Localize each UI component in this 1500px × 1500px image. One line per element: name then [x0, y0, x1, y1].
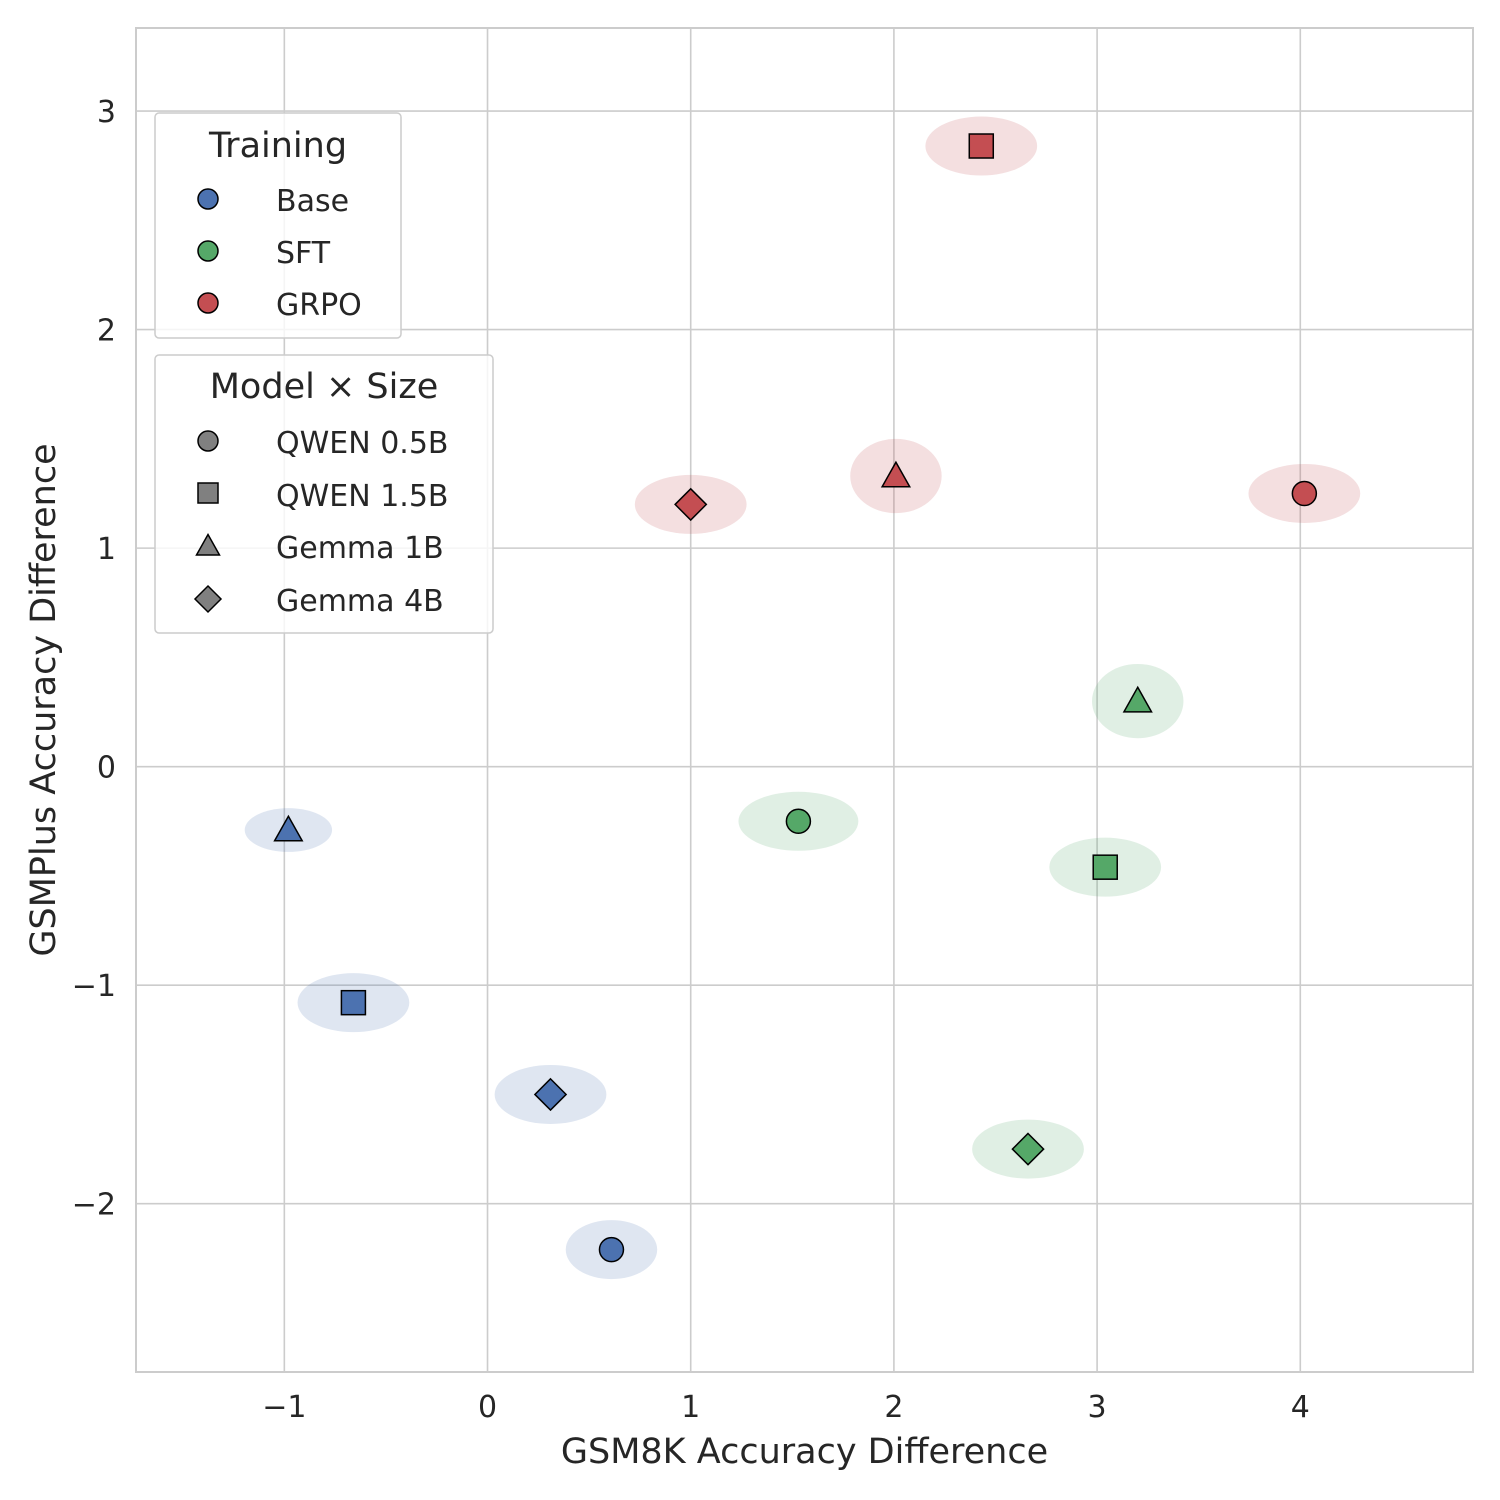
y-tick-label: 0: [97, 751, 116, 786]
point-base-gemma-4b: [533, 1077, 568, 1112]
legend-model-size: Model × Size QWEN 0.5B QWEN 1.5B Gemma 1…: [154, 354, 494, 634]
legend-label-gemma-4b: Gemma 4B: [276, 584, 444, 619]
y-axis-title: GSMPlus Accuracy Difference: [24, 443, 64, 956]
legend-model-size-title: Model × Size: [210, 367, 439, 407]
legend-marker-qwen-0-5b: [197, 430, 219, 452]
x-tick-label: −1: [262, 1390, 306, 1425]
point-base-qwen-0-5b: [598, 1236, 625, 1263]
point-grpo-gemma-1b: [880, 460, 912, 488]
x-tick-label: 3: [1088, 1390, 1107, 1425]
legend-marker-sft: [197, 240, 219, 262]
legend-label-qwen-0-5b: QWEN 0.5B: [276, 426, 449, 461]
point-grpo-qwen-0-5b: [1291, 480, 1318, 507]
point-grpo-qwen-1-5b: [968, 133, 995, 159]
legend-training-title: Training: [208, 126, 347, 166]
legend-label-qwen-1-5b: QWEN 1.5B: [276, 479, 449, 514]
legend-marker-base: [197, 188, 219, 210]
legend-training-box: [154, 112, 402, 339]
legend-marker-qwen-1-5b: [197, 482, 219, 504]
point-grpo-gemma-4b: [674, 487, 708, 522]
legend-training-markers: [197, 188, 219, 314]
legend-training: Training Base SFT GRPO: [154, 112, 402, 339]
point-base-gemma-1b: [273, 814, 304, 842]
legend-model-size-markers: [193, 430, 223, 614]
legend-model-size-box: [154, 354, 494, 634]
y-tick-label: 2: [97, 314, 116, 349]
legend-marker-grpo: [197, 292, 219, 314]
point-sft-gemma-1b: [1122, 685, 1153, 713]
x-tick-label: 0: [478, 1390, 497, 1425]
legend-label-sft: SFT: [276, 236, 331, 271]
y-tick-label: 3: [97, 95, 116, 130]
plot-frame: [135, 27, 1474, 1373]
tick-labels: −1 0 1 2 3 4 −2 −1 0 1 2 3: [72, 95, 1310, 1425]
data-points: [273, 133, 1318, 1263]
legend-marker-gemma-1b: [195, 532, 221, 556]
point-base-qwen-1-5b: [340, 989, 367, 1016]
point-sft-qwen-0-5b: [785, 808, 812, 835]
point-sft-qwen-1-5b: [1092, 854, 1118, 880]
uncertainty-ellipses: [244, 116, 1361, 1280]
x-tick-label: 1: [681, 1390, 700, 1425]
legend-label-gemma-1b: Gemma 1B: [276, 531, 444, 566]
y-tick-label: −1: [72, 969, 116, 1004]
legend-label-grpo: GRPO: [276, 288, 362, 323]
legend-label-base: Base: [276, 184, 349, 219]
x-tick-label: 4: [1291, 1390, 1310, 1425]
y-tick-label: 1: [97, 532, 116, 567]
legend-marker-gemma-4b: [193, 584, 223, 614]
x-axis-title: GSM8K Accuracy Difference: [561, 1432, 1048, 1472]
y-tick-label: −2: [72, 1188, 116, 1223]
point-sft-gemma-4b: [1011, 1132, 1045, 1166]
x-tick-label: 2: [884, 1390, 903, 1425]
